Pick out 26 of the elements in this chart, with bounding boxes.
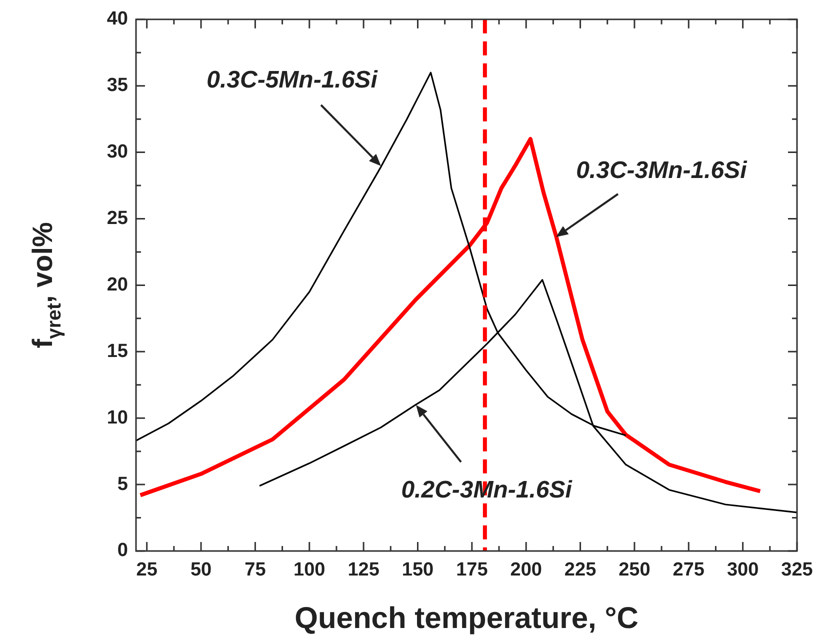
x-tick-label: 125 (348, 560, 380, 581)
x-tick-label: 225 (564, 560, 597, 581)
annotation: 0.3C-5Mn-1.6Si (206, 66, 379, 94)
x-tick-label: 150 (402, 560, 434, 581)
y-tick-label: 10 (106, 407, 128, 428)
x-tick-label: 175 (456, 560, 488, 581)
y-tick-label: 0 (117, 540, 128, 562)
annotation: 0.3C-3Mn-1.6Si (576, 156, 748, 184)
x-tick-label: 100 (294, 560, 326, 581)
x-tick-label: 325 (781, 560, 814, 581)
x-tick-label: 200 (510, 560, 542, 581)
x-tick-label: 300 (726, 560, 759, 581)
y-tick-label: 5 (117, 474, 128, 495)
x-tick-label: 275 (672, 560, 705, 581)
x-axis-title: Quench temperature, °C (294, 602, 638, 635)
y-tick-label: 35 (106, 75, 128, 96)
x-tick-label: 75 (244, 560, 266, 581)
x-tick-label: 250 (618, 560, 650, 581)
y-axis-title: fγret, vol% (27, 222, 66, 348)
y-tick-label: 15 (106, 340, 128, 362)
y-tick-label: 20 (106, 274, 128, 296)
x-tick-label: 25 (136, 560, 158, 581)
x-tick-label: 50 (190, 560, 212, 581)
y-tick-label: 40 (106, 8, 128, 30)
y-tick-label: 30 (106, 142, 128, 163)
y-tick-label: 25 (106, 208, 128, 229)
